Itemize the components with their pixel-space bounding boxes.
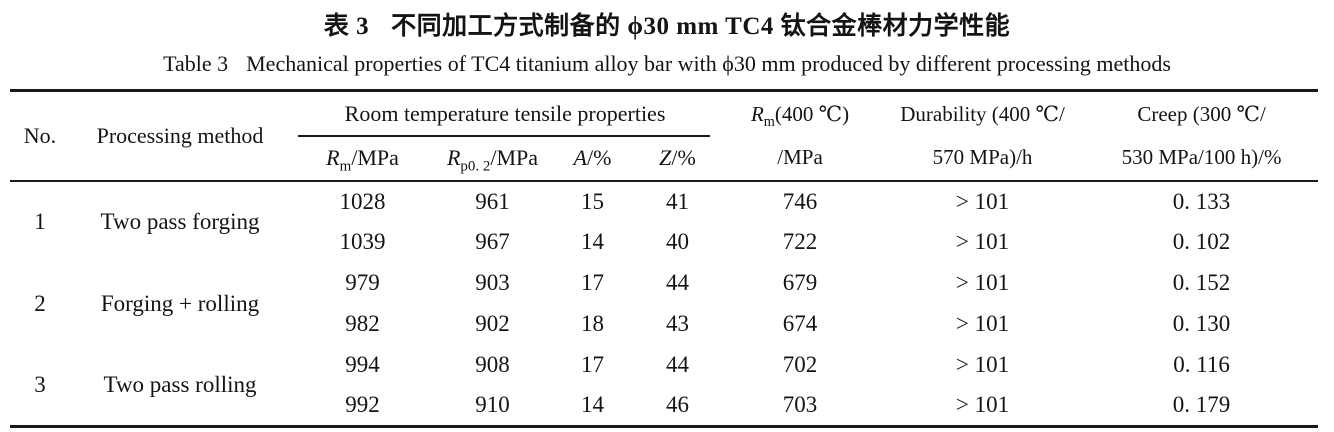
symbol-R: R [326,145,340,170]
cell-rm: 1039 [339,229,386,254]
cell-z: 41 [666,188,690,214]
header-no: No. [10,90,70,182]
table-row: 982 902 18 43 674 > 101 0. 130 [10,304,1318,345]
subscript-m: m [339,158,352,175]
cell-rp02: 908 [475,352,510,377]
header-processing-method: Processing method [70,90,290,182]
header-rm: Rm/MPa [290,136,435,182]
cell-creep: 0. 152 [1172,270,1231,295]
table-row: 2 Forging + rolling 979 903 17 44 679 > … [10,263,1318,316]
header-durability: Durability (400 ℃/ 570 MPa)/h [880,90,1086,182]
cell-rm400: 703 [782,392,818,418]
cell-rm: 982 [345,311,380,336]
cell-method: Forging + rolling [100,290,260,316]
header-creep-line1: Creep (300 ℃/ [1137,101,1266,126]
table-title-chinese: 表 3 不同加工方式制备的 ϕ30 mm TC4 钛合金棒材力学性能 [0,0,1334,42]
table-label-en: Table 3 [163,51,229,76]
table-title-english: Table 3 Mechanical properties of TC4 tita… [0,51,1334,77]
cell-a: 14 [581,229,604,254]
cell-a: 17 [581,352,604,377]
cell-a: 14 [581,392,604,418]
cell-no: 1 [34,209,46,234]
symbol-R: R [446,145,461,170]
symbol-Z: Z [659,145,672,170]
header-rm-400: Rm(400 ℃) /MPa [720,90,881,182]
cell-a: 18 [581,311,604,336]
cell-method: Two pass rolling [103,371,257,397]
properties-table: No. Processing method Room temperature t… [10,89,1319,428]
header-durability-line1: Durability (400 ℃/ [900,101,1065,126]
cell-creep: 0. 130 [1172,311,1231,336]
cell-durability: > 101 [955,392,1010,418]
cell-creep: 0. 179 [1172,392,1231,418]
subscript-p02: p0. 2 [460,158,491,175]
cell-rm: 992 [345,392,380,418]
cell-rp02: 961 [475,188,510,214]
cell-durability: > 101 [955,352,1010,377]
table-row: 1039 967 14 40 722 > 101 0. 102 [10,222,1318,263]
cell-z: 43 [666,311,690,336]
header-rm-400-unit: /MPa [777,144,823,169]
header-rp02-unit: /MPa [490,145,539,170]
cell-durability: > 101 [955,311,1010,336]
cell-creep: 0. 133 [1172,188,1231,214]
header-reduction: Z/% [635,136,721,182]
header-group-room-temp: Room temperature tensile properties [290,91,720,137]
cell-z: 46 [666,392,690,418]
table-row: 3 Two pass rolling 994 908 17 44 702 > 1… [10,345,1318,397]
cell-a: 15 [581,188,604,214]
header-creep-line2: 530 MPa/100 h)/% [1121,144,1282,169]
header-rp02: Rp0. 2/MPa [435,136,550,182]
cell-rp02: 903 [475,270,510,295]
cell-rm400: 722 [782,229,818,254]
cell-durability: > 101 [955,229,1010,254]
cell-no: 3 [34,371,46,397]
cell-rp02: 967 [475,229,510,254]
cell-durability: > 101 [955,270,1010,295]
cell-creep: 0. 116 [1173,352,1230,377]
table-row: 1 Two pass forging 1028 961 15 41 746 > … [10,181,1318,235]
cell-durability: > 101 [955,188,1010,214]
table-title-cn-text: 不同加工方式制备的 ϕ30 mm TC4 钛合金棒材力学性能 [391,13,1011,40]
header-durability-line2: 570 MPa)/h [932,144,1033,169]
symbol-A: A [573,145,587,170]
symbol-R: R [750,101,764,126]
table-row: 992 910 14 46 703 > 101 0. 179 [10,386,1318,427]
header-group-label: Room temperature tensile properties [344,101,666,127]
cell-rm400: 702 [782,352,818,377]
header-z-unit: /% [671,145,696,170]
cell-z: 44 [666,352,690,377]
cell-rm400: 746 [782,188,818,214]
cell-method: Two pass forging [100,209,260,234]
cell-z: 40 [666,229,690,254]
header-creep: Creep (300 ℃/ 530 MPa/100 h)/% [1085,90,1319,182]
cell-a: 17 [581,270,604,295]
cell-rm: 979 [345,270,380,295]
subscript-m: m [763,113,775,130]
header-elongation: A/% [550,136,635,182]
cell-rm: 994 [345,352,380,377]
header-row-1: No. Processing method Room temperature t… [10,90,1319,182]
table-title-en-text: Mechanical properties of TC4 titanium al… [246,51,1171,76]
cell-rm: 1028 [339,188,386,214]
group-header-underline [298,134,711,137]
header-row-2: Rm/MPa Rp0. 2/MPa A/% Z/% [10,136,1318,182]
header-rm-400-cond: (400 ℃) [774,101,850,126]
header-a-unit: /% [587,145,612,170]
cell-rp02: 902 [475,311,510,336]
cell-z: 44 [666,270,690,295]
cell-creep: 0. 102 [1172,229,1231,254]
cell-rm400: 674 [782,311,818,336]
header-rm-unit: /MPa [351,145,399,170]
table-label-cn: 表 3 [323,13,370,40]
cell-no: 2 [34,290,46,316]
cell-rm400: 679 [782,270,818,295]
cell-rp02: 910 [475,392,510,418]
